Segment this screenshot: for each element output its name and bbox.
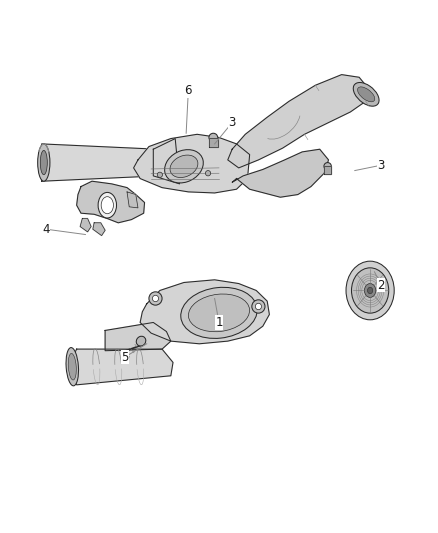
Ellipse shape (255, 303, 261, 310)
Ellipse shape (165, 150, 203, 183)
Ellipse shape (101, 197, 113, 214)
Polygon shape (77, 181, 145, 223)
Polygon shape (232, 149, 328, 197)
Ellipse shape (324, 163, 332, 170)
Text: 6: 6 (184, 84, 192, 97)
Text: 3: 3 (378, 159, 385, 172)
Polygon shape (80, 219, 91, 232)
Ellipse shape (98, 192, 117, 218)
Ellipse shape (351, 268, 389, 313)
Ellipse shape (252, 300, 265, 313)
Ellipse shape (136, 336, 146, 346)
Text: 3: 3 (229, 116, 236, 129)
Polygon shape (324, 166, 331, 174)
Polygon shape (153, 139, 180, 184)
Ellipse shape (367, 287, 373, 294)
Ellipse shape (209, 133, 218, 142)
Text: 5: 5 (121, 351, 128, 364)
Polygon shape (93, 223, 105, 236)
Ellipse shape (152, 295, 159, 302)
Ellipse shape (181, 287, 257, 338)
Ellipse shape (346, 261, 394, 320)
Polygon shape (105, 322, 171, 351)
Polygon shape (127, 192, 138, 208)
Polygon shape (134, 134, 250, 193)
Ellipse shape (157, 172, 162, 177)
Polygon shape (42, 144, 158, 181)
Polygon shape (209, 138, 218, 147)
Ellipse shape (364, 284, 376, 297)
Text: 4: 4 (42, 223, 50, 236)
Ellipse shape (353, 83, 379, 106)
Text: 1: 1 (215, 316, 223, 329)
Ellipse shape (66, 348, 78, 386)
Ellipse shape (170, 155, 198, 177)
Ellipse shape (188, 294, 250, 332)
Ellipse shape (68, 353, 76, 380)
Text: 2: 2 (377, 279, 385, 292)
Ellipse shape (149, 292, 162, 305)
Ellipse shape (357, 87, 375, 102)
Polygon shape (68, 349, 173, 385)
Polygon shape (140, 280, 269, 344)
Ellipse shape (38, 144, 50, 181)
Ellipse shape (205, 171, 211, 176)
Ellipse shape (40, 150, 47, 175)
Polygon shape (228, 75, 368, 168)
